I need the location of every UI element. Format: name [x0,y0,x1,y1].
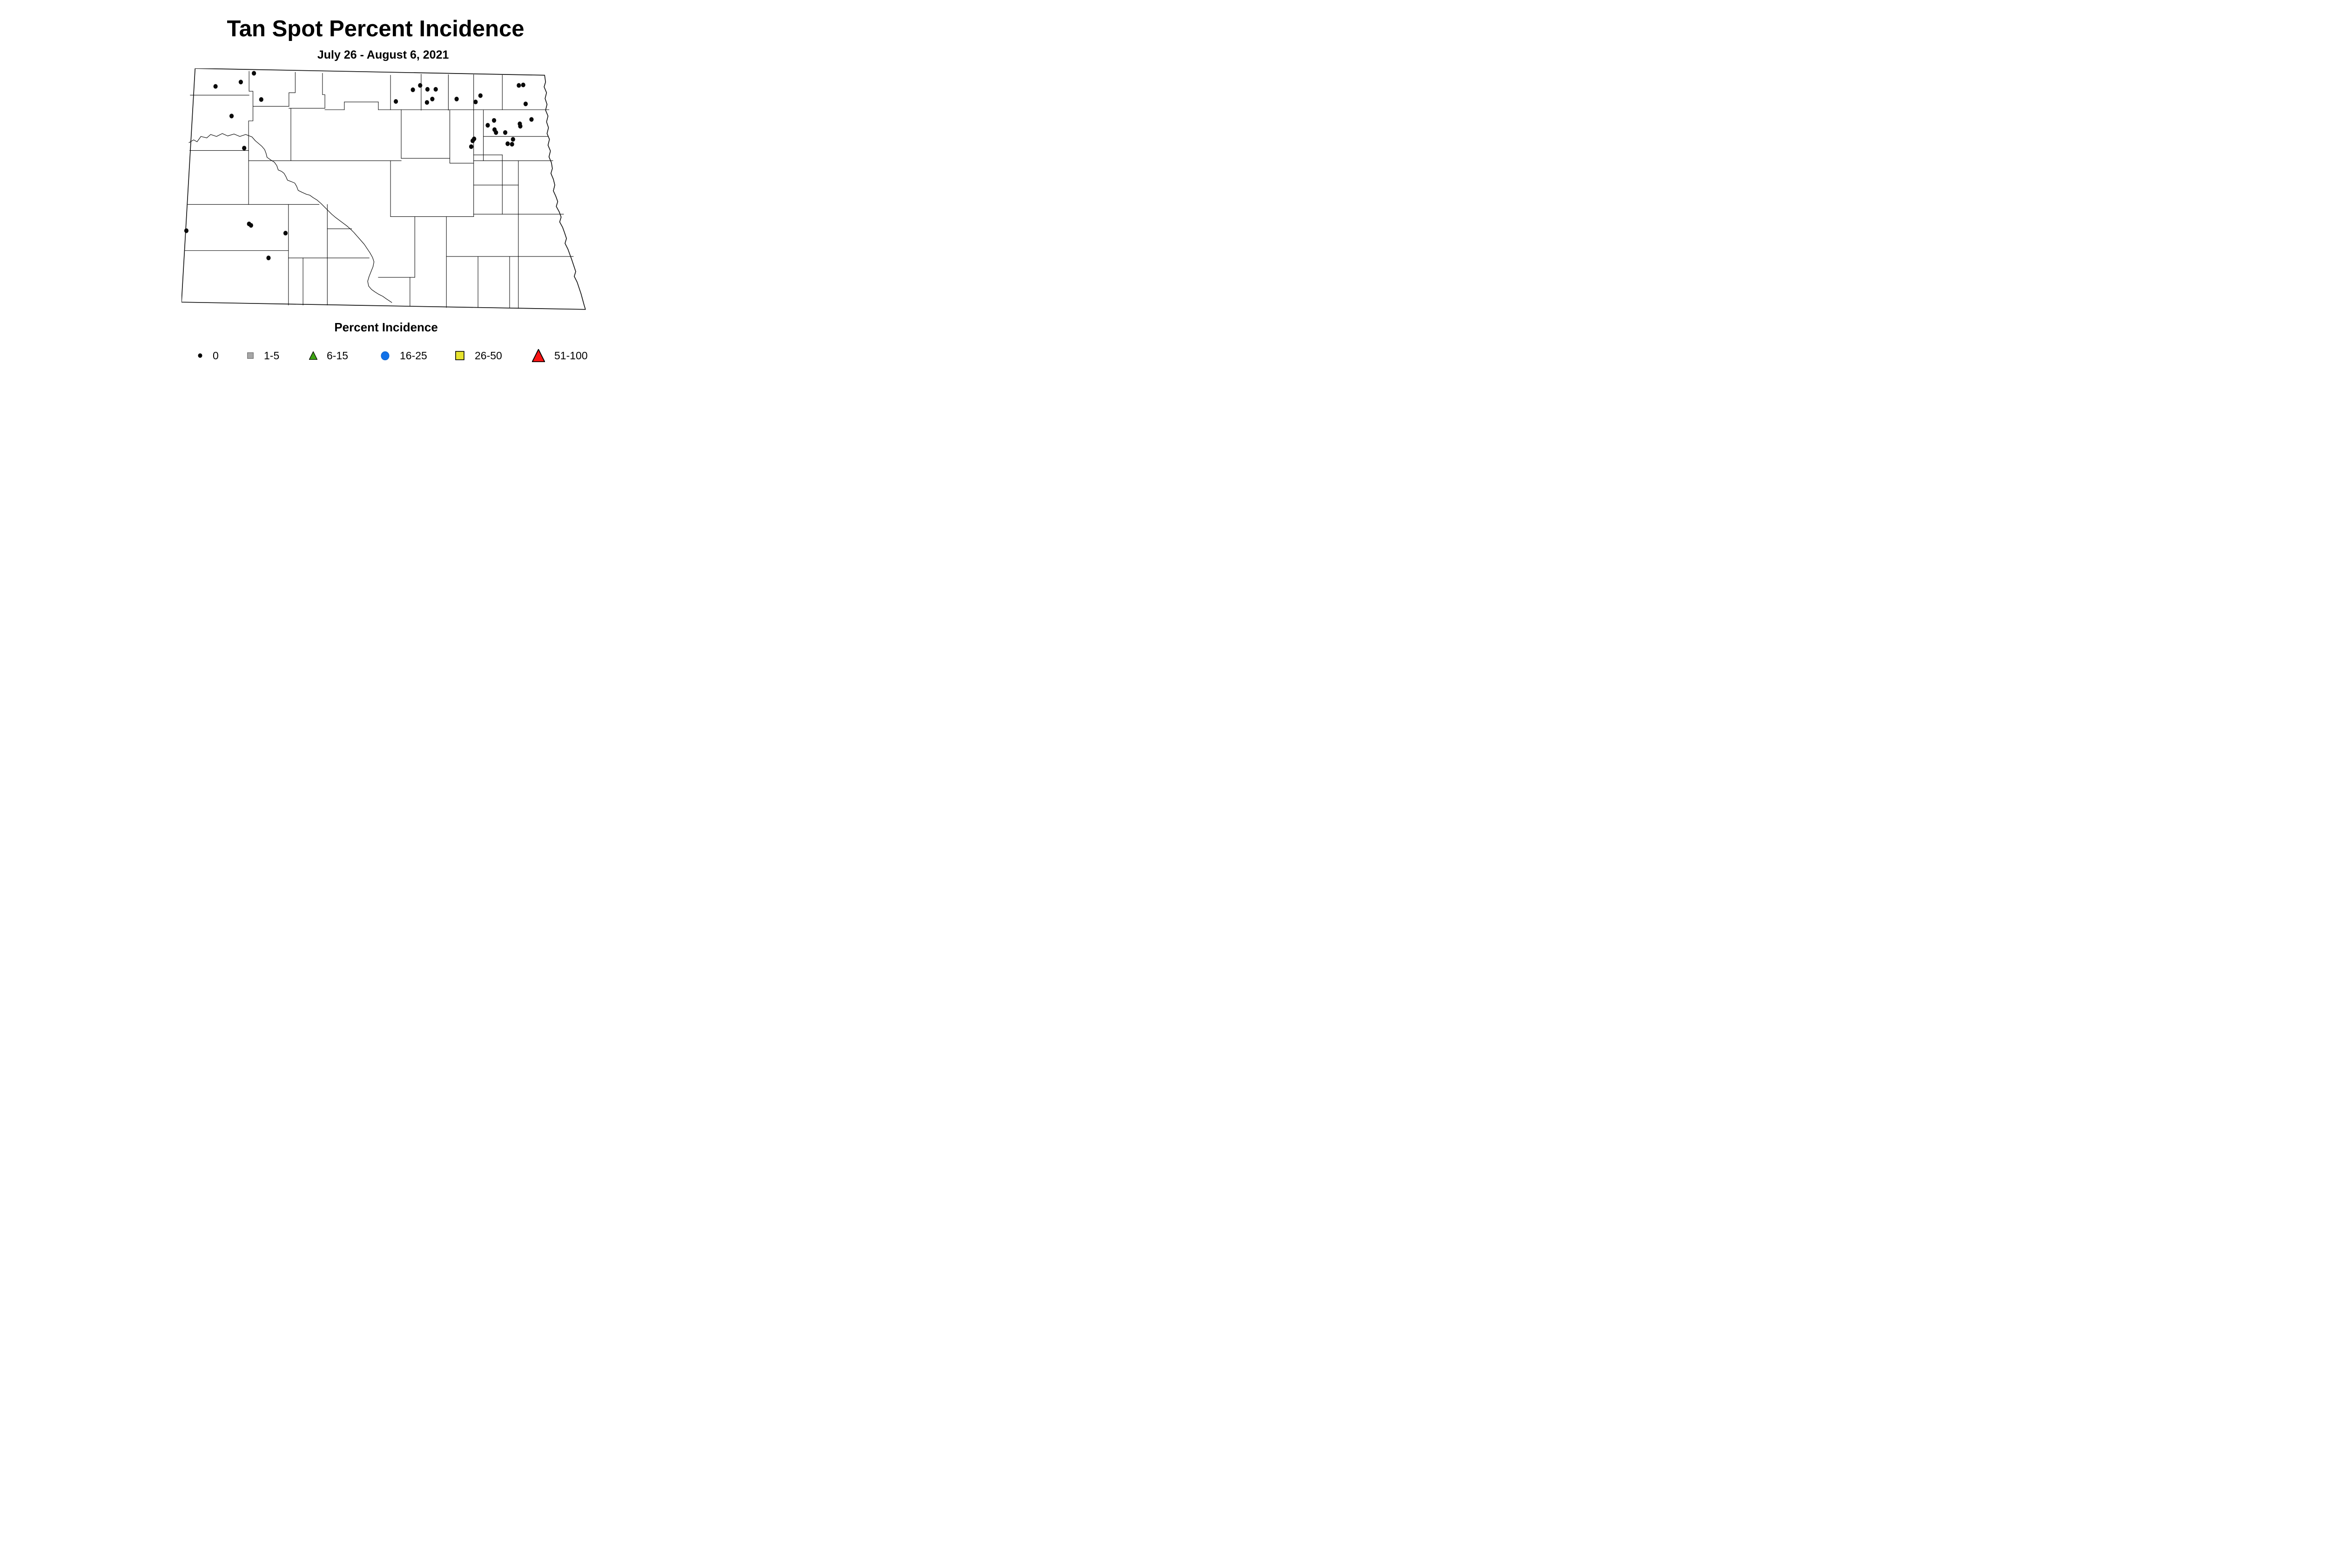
page-subtitle: July 26 - August 6, 2021 [317,48,449,61]
incidence-point [473,100,478,105]
legend-title: Percent Incidence [334,320,438,334]
incidence-point [471,138,475,143]
incidence-point [259,97,263,102]
incidence-point [494,130,498,135]
incidence-point [491,118,497,123]
legend-item-26-50: 26-50 [455,343,502,369]
map-svg [182,68,586,310]
incidence-point [529,117,534,122]
legend-label: 16-25 [400,349,427,362]
missouri-river [188,133,392,303]
incidence-point [433,87,438,92]
incidence-point [469,144,474,149]
legend-label: 6-15 [327,349,349,362]
incidence-point [249,223,253,228]
legend-item-16-25: 16-25 [381,343,427,369]
legend-symbol-1-5 [247,352,254,359]
incidence-point [430,96,435,101]
legend-symbol-6-15 [309,351,317,360]
north-dakota-county-map [182,68,586,311]
incidence-point [503,130,508,135]
incidence-point [517,83,521,88]
square-icon [247,352,254,359]
incidence-point [266,256,271,261]
legend-symbol-16-25 [381,351,390,360]
incidence-point [283,230,288,236]
legend-item-6-15: 6-15 [309,343,348,369]
incidence-point [213,84,218,89]
incidence-point [252,71,256,76]
square-icon [455,351,464,360]
incidence-point [410,87,415,92]
incidence-point [505,141,510,146]
incidence-point [242,146,247,151]
legend-label: 51-100 [554,349,588,362]
incidence-points-layer [184,71,534,261]
incidence-point [454,96,459,101]
incidence-point [229,114,234,119]
incidence-point [184,228,189,233]
county-boundaries [184,71,574,309]
incidence-point [521,82,525,87]
legend-symbol-51-100 [532,349,545,362]
page-title: Tan Spot Percent Incidence [227,16,525,41]
legend-item-0: 0 [198,343,219,369]
state-boundary [182,68,586,310]
circle-icon [381,351,390,360]
incidence-point [478,93,483,98]
legend-item-1-5: 1-5 [247,343,279,369]
legend-item-51-100: 51-100 [532,343,588,369]
incidence-point [425,87,430,92]
legend-symbol-0 [198,353,202,358]
legend: 0 1-5 6-15 16-25 26-50 51-100 [0,343,751,369]
incidence-point [523,101,528,107]
incidence-point [424,100,430,105]
incidence-point [418,83,423,88]
page: Tan Spot Percent Incidence July 26 - Aug… [0,0,751,392]
dot-icon [198,353,202,358]
legend-label: 1-5 [264,349,280,362]
legend-label: 0 [213,349,219,362]
legend-label: 26-50 [475,349,502,362]
triangle-icon [309,351,317,360]
incidence-point [393,99,398,104]
incidence-point [510,141,514,147]
legend-symbol-26-50 [455,351,464,360]
incidence-point [238,80,243,85]
incidence-point [485,123,490,128]
incidence-point [518,124,523,129]
triangle-icon [532,349,545,362]
incidence-point [511,137,515,142]
